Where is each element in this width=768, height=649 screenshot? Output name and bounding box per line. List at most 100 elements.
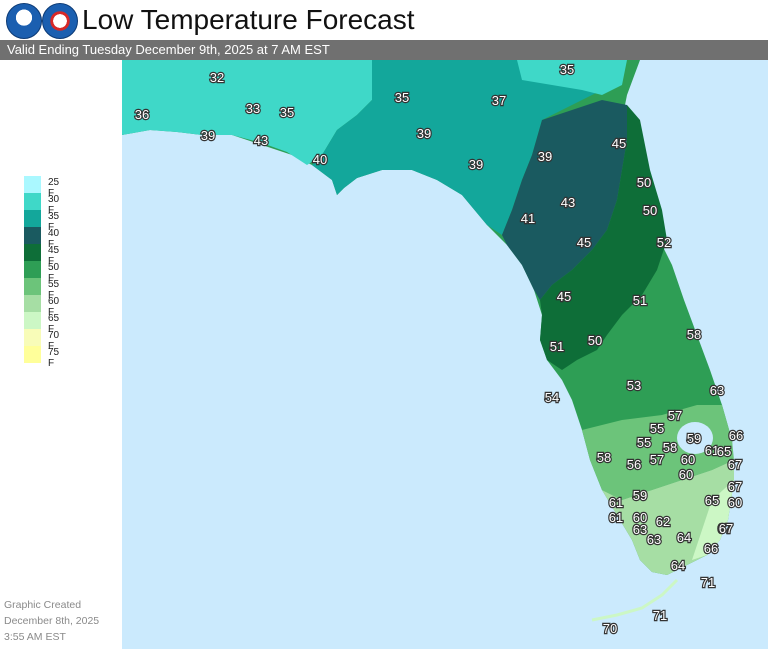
temperature-label: 58	[687, 327, 701, 342]
temperature-label: 55	[650, 421, 664, 436]
temperature-label: 39	[417, 126, 431, 141]
temperature-label: 57	[650, 452, 664, 467]
temperature-label: 43	[254, 133, 268, 148]
legend-label: 30 F	[48, 194, 60, 216]
temperature-label: 40	[313, 152, 327, 167]
panhandle-30s-zone	[122, 60, 372, 165]
temperature-label: 43	[561, 195, 575, 210]
temperature-label: 50	[637, 175, 651, 190]
temperature-label: 35	[395, 90, 409, 105]
legend-label: 60 F	[48, 296, 60, 318]
temperature-label: 60	[679, 467, 693, 482]
temperature-label: 51	[550, 339, 564, 354]
temperature-label: 67	[728, 479, 742, 494]
legend-swatch	[24, 295, 41, 312]
temperature-label: 58	[597, 450, 611, 465]
legend-swatch	[24, 261, 41, 278]
legend-swatch	[24, 244, 41, 261]
temperature-label: 35	[560, 62, 574, 77]
legend-swatch	[24, 227, 41, 244]
graphic-created-info: Graphic Created December 8th, 2025 3:55 …	[4, 597, 99, 645]
temperature-label: 62	[656, 514, 670, 529]
temperature-label: 64	[677, 530, 691, 545]
legend-label: 70 F	[48, 330, 60, 352]
legend-label: 45 F	[48, 245, 60, 267]
header: Low Temperature Forecast	[0, 0, 768, 40]
temperature-label: 37	[492, 93, 506, 108]
created-line-1: Graphic Created	[4, 599, 82, 611]
temperature-label: 65	[717, 444, 731, 459]
forecast-map: 32 36 33 35 39 43 40 35 37 35 39 39 39 45 50 43 41 50 45 52…	[122, 60, 768, 649]
temperature-label: 39	[201, 128, 215, 143]
temperature-label: 45	[577, 235, 591, 250]
temperature-label: 54	[545, 390, 559, 405]
created-line-3: 3:55 AM EST	[4, 631, 66, 643]
temperature-label: 32	[210, 70, 224, 85]
legend-swatch	[24, 210, 41, 227]
temperature-label: 50	[588, 333, 602, 348]
temperature-label: 53	[627, 378, 641, 393]
valid-time-bar: Valid Ending Tuesday December 9th, 2025 …	[0, 40, 768, 60]
left-panel	[0, 60, 122, 649]
temperature-label: 61	[609, 495, 623, 510]
temperature-label: 64	[671, 558, 685, 573]
legend-label: 25 F	[48, 177, 60, 199]
temperature-label: 57	[668, 408, 682, 423]
temperature-label: 45	[557, 289, 571, 304]
legend-swatch	[24, 176, 41, 193]
temperature-label: 50	[643, 203, 657, 218]
temperature-label: 63	[710, 383, 724, 398]
temperature-label: 56	[627, 457, 641, 472]
temperature-labels: 32 36 33 35 39 43 40 35 37 35 39 39 39 45 50 43 41 50 45 52…	[134, 61, 745, 637]
temperature-label: 71	[653, 608, 667, 623]
valid-time-text: Valid Ending Tuesday December 9th, 2025 …	[7, 42, 330, 57]
temperature-label: 60	[681, 452, 695, 467]
nws-logo-icon	[42, 3, 78, 39]
legend-swatch	[24, 193, 41, 210]
temperature-label: 55	[637, 435, 651, 450]
temperature-label: 39	[538, 149, 552, 164]
florida-keys	[591, 578, 679, 622]
temperature-label: 61	[705, 443, 719, 458]
legend-label: 75 F	[48, 347, 60, 369]
temperature-label: 67	[728, 457, 742, 472]
temperature-label: 60	[728, 495, 742, 510]
temperature-label: 71	[701, 575, 715, 590]
temperature-label: 39	[469, 157, 483, 172]
temperature-label: 59	[633, 488, 647, 503]
temperature-label: 41	[521, 211, 535, 226]
legend-label: 50 F	[48, 262, 60, 284]
temperature-label: 59	[687, 431, 701, 446]
legend-swatch	[24, 346, 41, 363]
temperature-label: 65	[705, 493, 719, 508]
temperature-label: 36	[135, 107, 149, 122]
legend-label: 35 F	[48, 211, 60, 233]
legend-swatch	[24, 312, 41, 329]
temperature-label: 60	[633, 510, 647, 525]
north-top-teal-zone	[517, 60, 627, 95]
legend-label: 55 F	[48, 279, 60, 301]
temperature-label: 66	[704, 541, 718, 556]
temperature-label: 70	[603, 621, 617, 636]
map-canvas: 32 36 33 35 39 43 40 35 37 35 39 39 39 45 50 43 41 50 45 52…	[122, 60, 768, 649]
temperature-label: 63	[647, 532, 661, 547]
temperature-label: 33	[246, 101, 260, 116]
temperature-label: 61	[609, 510, 623, 525]
temperature-label: 51	[633, 293, 647, 308]
north-35-zone	[312, 60, 612, 235]
temperature-label: 67	[718, 521, 732, 536]
temperature-label: 67	[719, 521, 733, 536]
legend-swatch	[24, 278, 41, 295]
temperature-label: 52	[657, 235, 671, 250]
temperature-label: 66	[729, 428, 743, 443]
noaa-logo-icon	[6, 3, 42, 39]
legend-label: 40 F	[48, 228, 60, 250]
temperature-label: 58	[663, 440, 677, 455]
central-45-zone	[540, 105, 667, 370]
created-line-2: December 8th, 2025	[4, 615, 100, 627]
lake-okeechobee	[677, 422, 713, 454]
temperature-label: 35	[280, 105, 294, 120]
temperature-label: 45	[612, 136, 626, 151]
legend-label: 65 F	[48, 313, 60, 335]
legend-swatch	[24, 329, 41, 346]
